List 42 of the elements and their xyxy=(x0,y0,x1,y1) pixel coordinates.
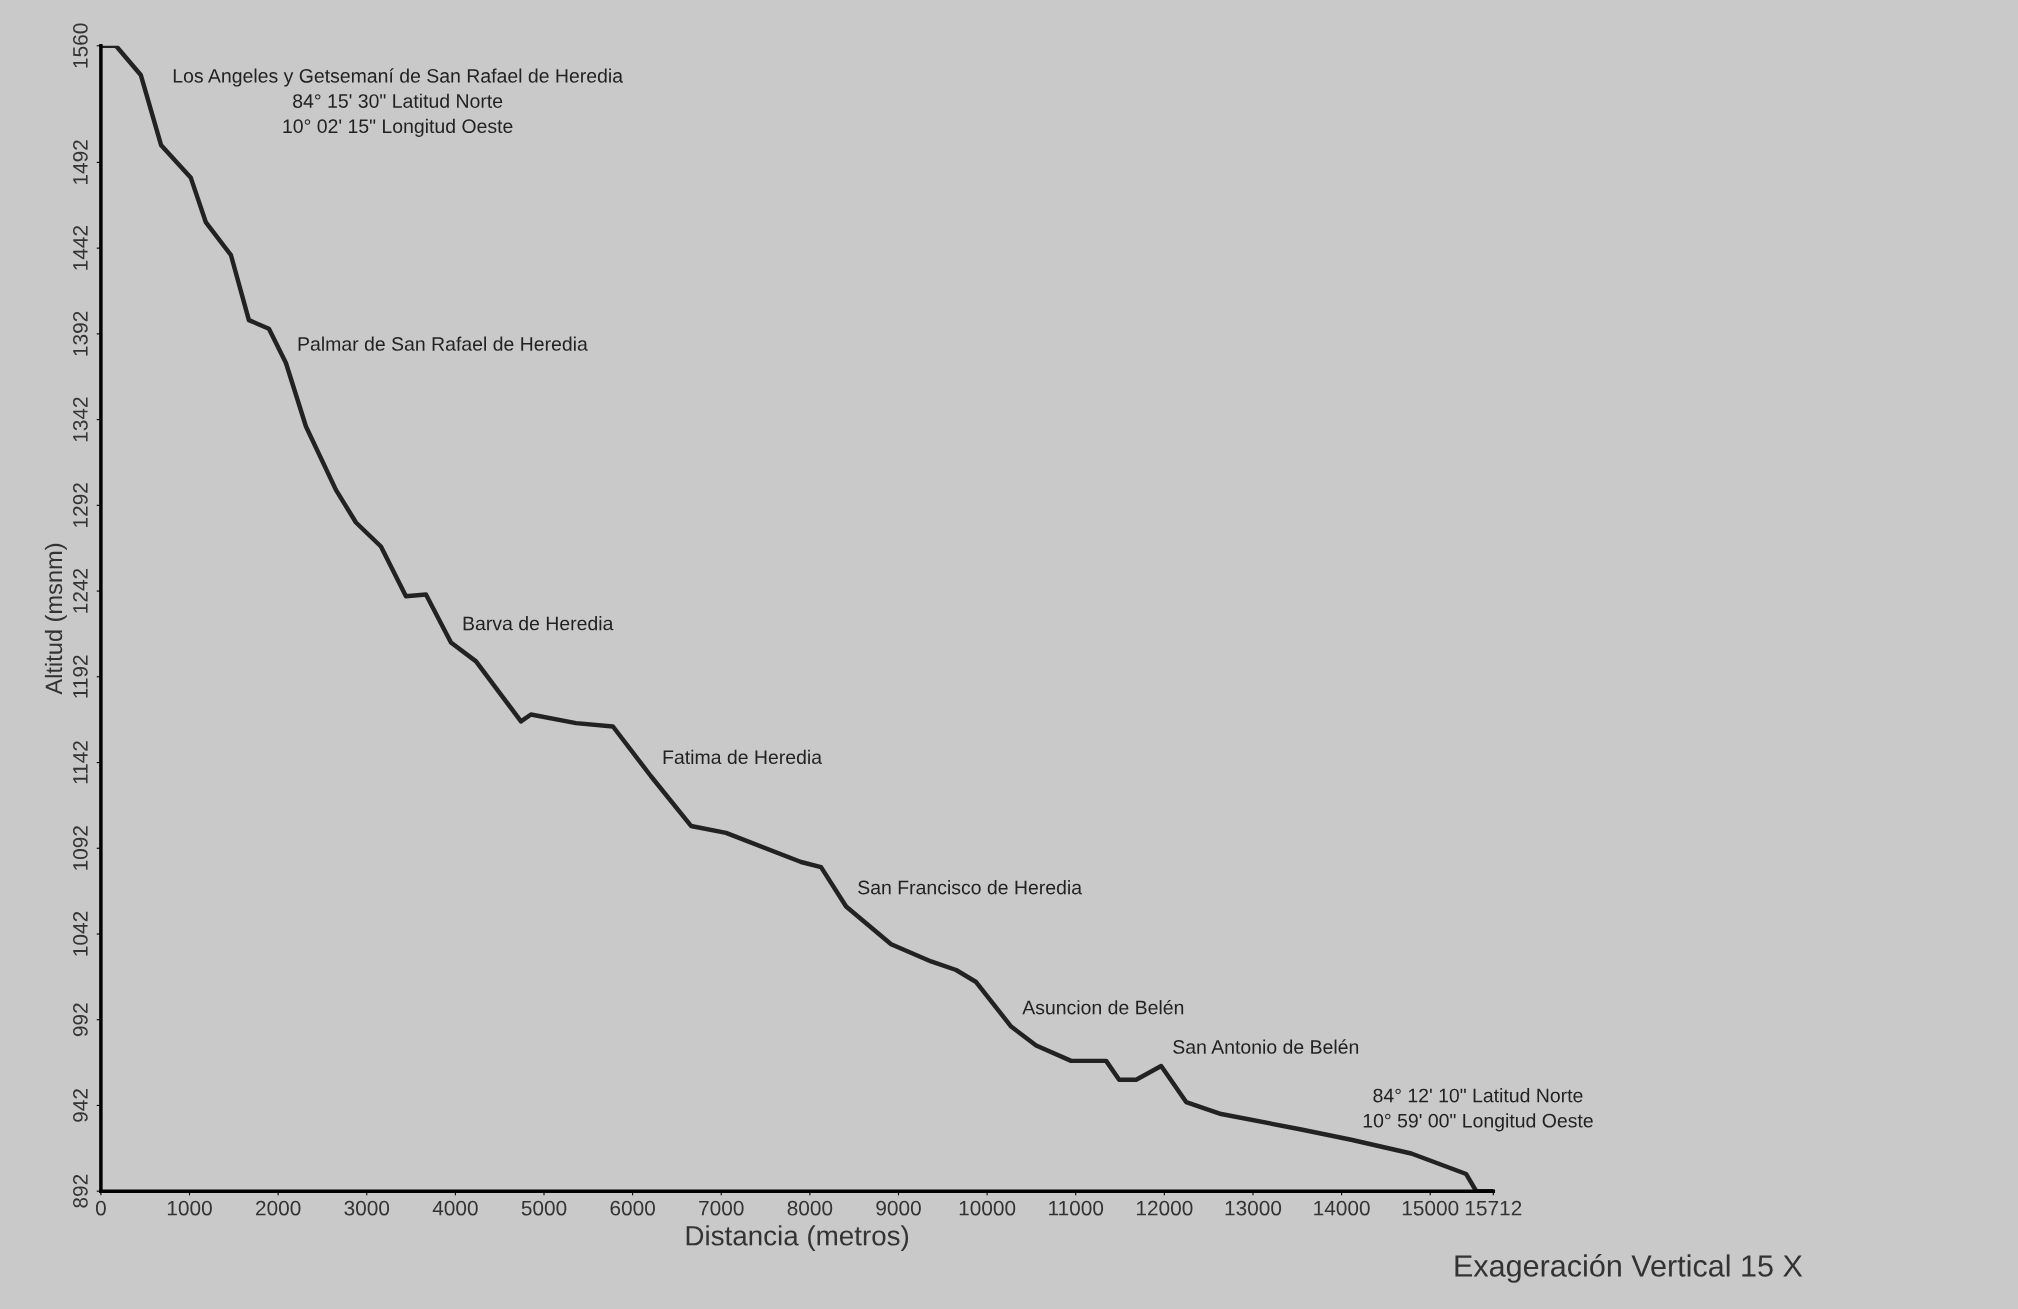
y-tick-label: 1092 xyxy=(73,826,88,870)
x-tick-label: 4000 xyxy=(432,1200,478,1216)
y-tick-label: 1142 xyxy=(73,741,88,784)
y-tick-label: 1192 xyxy=(73,655,88,698)
text: Exageración Vertical 15 X xyxy=(1455,1253,1803,1283)
x-tick-label: 10000 xyxy=(959,1200,1016,1216)
x-tick-label: 5000 xyxy=(521,1200,567,1216)
x-tick-label: 8000 xyxy=(787,1200,833,1216)
x-tick-label: 14000 xyxy=(1314,1200,1370,1216)
y-tick-label: 1442 xyxy=(73,226,88,270)
x-tick-label: 12000 xyxy=(1136,1200,1193,1216)
x-tick-label: 3000 xyxy=(344,1200,390,1216)
y-axis-title: Altitud (msnm) xyxy=(44,543,67,695)
x-tick-label: 9000 xyxy=(876,1200,921,1216)
x-tick-label: 2000 xyxy=(256,1200,301,1216)
y-tick-label: 992 xyxy=(73,1003,88,1037)
y-tick-label: 1242 xyxy=(73,568,88,613)
y-tick-label: 1392 xyxy=(73,311,88,356)
annotation: Palmar de San Rafael de Heredia xyxy=(298,336,588,351)
x-tick-label: 15712 xyxy=(1465,1200,1522,1216)
annotation: 84° 12' 10" Latitud Norte 10° 59' 00" Longitud Oeste xyxy=(1363,1088,1593,1132)
annotation: Barva de Heredia xyxy=(463,616,614,631)
x-tick-label: 11000 xyxy=(1049,1200,1104,1216)
annotation: Los Angeles y Getsemaní de San Rafael de Heredia 84° 15' 30" Latitud Norte 10° 02' 15" Longitud Oeste xyxy=(173,68,624,137)
x-tick-label: 6000 xyxy=(610,1200,655,1216)
x-tick-label: 13000 xyxy=(1225,1200,1282,1216)
y-tick-label: 892 xyxy=(73,1174,88,1208)
x-tick-label: 15000 xyxy=(1402,1200,1459,1216)
y-tick-label: 942 xyxy=(73,1089,88,1122)
y-tick-label: 1042 xyxy=(73,911,88,956)
y-tick-label: 1342 xyxy=(73,397,88,442)
x-tick-label: 0 xyxy=(95,1200,106,1216)
y-tick-label: 1492 xyxy=(73,140,88,184)
x-tick-label: 7000 xyxy=(699,1200,744,1216)
annotation: Fatima de Heredia xyxy=(663,749,823,765)
x-axis-title: Distancia (metros) xyxy=(686,1225,909,1252)
annotation: San Francisco de Heredia xyxy=(858,880,1083,895)
annotation: San Antonio de Belén xyxy=(1173,1039,1359,1054)
annotation: Asuncion de Belén xyxy=(1022,999,1184,1015)
y-tick-label: 1560 xyxy=(73,23,88,68)
x-tick-label: 1000 xyxy=(167,1200,212,1216)
y-tick-label: 1292 xyxy=(73,483,88,527)
